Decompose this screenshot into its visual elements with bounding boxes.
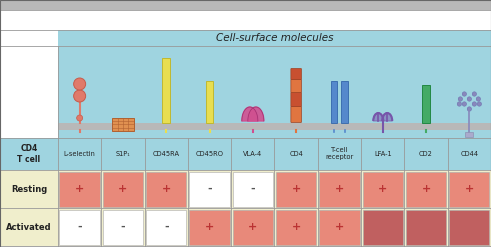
Text: +: +: [335, 222, 344, 232]
Bar: [276, 209, 316, 245]
Bar: [58, 123, 491, 130]
Bar: [103, 171, 143, 206]
Circle shape: [77, 115, 82, 121]
Bar: [0, 138, 58, 170]
Circle shape: [472, 92, 477, 96]
Polygon shape: [248, 107, 264, 121]
Bar: [449, 171, 490, 206]
Bar: [449, 209, 490, 245]
Bar: [103, 209, 143, 245]
Bar: [319, 209, 359, 245]
Circle shape: [462, 92, 466, 96]
Text: +: +: [292, 222, 301, 232]
Bar: [341, 81, 349, 123]
Bar: [58, 138, 491, 170]
Circle shape: [472, 102, 477, 106]
Text: -: -: [207, 184, 212, 194]
Bar: [58, 46, 491, 138]
Text: +: +: [464, 184, 474, 194]
Bar: [0, 0, 491, 10]
Text: CD4
T cell: CD4 T cell: [18, 144, 41, 164]
Bar: [190, 171, 230, 206]
Text: +: +: [248, 222, 257, 232]
Polygon shape: [373, 113, 383, 121]
Text: Resting: Resting: [11, 185, 47, 193]
Text: CD45RA: CD45RA: [153, 151, 180, 157]
FancyBboxPatch shape: [291, 106, 301, 123]
Bar: [330, 81, 337, 123]
Bar: [190, 209, 230, 245]
Circle shape: [467, 107, 471, 111]
Bar: [163, 58, 170, 123]
Bar: [362, 171, 403, 206]
Text: T-cell
receptor: T-cell receptor: [326, 147, 354, 161]
Text: CD4: CD4: [289, 151, 303, 157]
Bar: [59, 209, 100, 245]
Text: -: -: [164, 222, 168, 232]
Bar: [59, 171, 100, 206]
Polygon shape: [382, 113, 392, 121]
Bar: [319, 171, 359, 206]
Circle shape: [74, 78, 85, 90]
Text: CD44: CD44: [460, 151, 478, 157]
Text: S1P₁: S1P₁: [115, 151, 130, 157]
Bar: [422, 85, 431, 123]
Text: +: +: [162, 184, 171, 194]
Bar: [406, 209, 446, 245]
Circle shape: [462, 102, 466, 106]
Circle shape: [467, 97, 471, 101]
Bar: [58, 30, 491, 46]
Text: -: -: [121, 222, 125, 232]
Text: +: +: [205, 222, 214, 232]
Bar: [0, 170, 491, 208]
Circle shape: [458, 97, 463, 101]
Text: VLA-4: VLA-4: [243, 151, 263, 157]
Text: CD2: CD2: [419, 151, 433, 157]
Text: LFA-1: LFA-1: [374, 151, 391, 157]
FancyBboxPatch shape: [291, 68, 301, 80]
Circle shape: [477, 102, 482, 106]
Bar: [233, 209, 273, 245]
Bar: [0, 208, 491, 246]
Bar: [362, 209, 403, 245]
Text: Cell-surface molecules: Cell-surface molecules: [216, 33, 333, 43]
Text: +: +: [421, 184, 431, 194]
Bar: [146, 171, 187, 206]
Bar: [233, 171, 273, 206]
Text: +: +: [118, 184, 128, 194]
Text: L-selectin: L-selectin: [64, 151, 96, 157]
Text: +: +: [75, 184, 84, 194]
Bar: [112, 118, 134, 131]
Bar: [406, 171, 446, 206]
Polygon shape: [242, 107, 258, 121]
Circle shape: [457, 102, 462, 106]
Text: +: +: [335, 184, 344, 194]
FancyBboxPatch shape: [291, 92, 301, 106]
Text: CD45RO: CD45RO: [195, 151, 223, 157]
Text: +: +: [292, 184, 301, 194]
Text: +: +: [378, 184, 387, 194]
Text: -: -: [78, 222, 82, 232]
Circle shape: [476, 97, 481, 101]
Bar: [465, 132, 473, 137]
Circle shape: [74, 90, 85, 102]
Bar: [146, 209, 187, 245]
Text: Activated: Activated: [6, 223, 52, 231]
Bar: [206, 81, 214, 123]
Bar: [276, 171, 316, 206]
Text: -: -: [250, 184, 255, 194]
FancyBboxPatch shape: [291, 80, 301, 92]
